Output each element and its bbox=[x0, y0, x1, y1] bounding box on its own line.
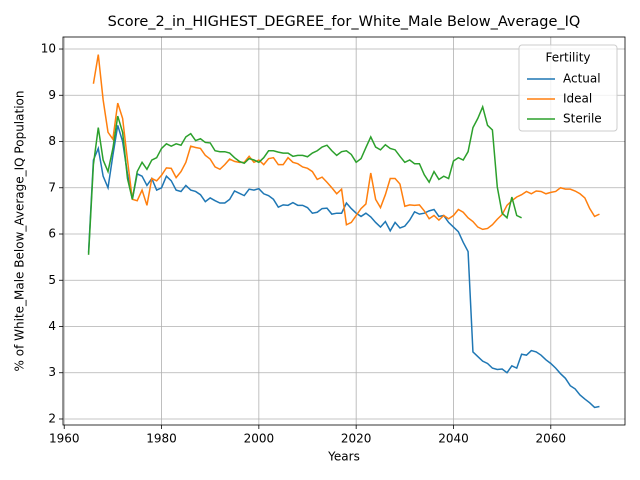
x-tick-label: 2020 bbox=[341, 432, 372, 446]
legend-label: Actual bbox=[563, 72, 601, 86]
legend-label: Sterile bbox=[563, 112, 602, 126]
y-tick-label: 2 bbox=[48, 411, 56, 425]
y-tick-label: 5 bbox=[48, 273, 56, 287]
y-tick-label: 9 bbox=[48, 88, 56, 102]
x-tick-label: 2060 bbox=[536, 432, 567, 446]
x-tick-label: 2040 bbox=[438, 432, 469, 446]
data-line bbox=[87, 104, 522, 255]
y-tick-label: 6 bbox=[48, 227, 56, 241]
x-tick-label: 1980 bbox=[146, 432, 177, 446]
x-axis-label: Years bbox=[327, 450, 360, 464]
y-tick-label: 4 bbox=[48, 319, 56, 333]
chart-title: Score_2_in_HIGHEST_DEGREE_for_White_Male… bbox=[108, 14, 581, 30]
y-tick-label: 3 bbox=[48, 365, 56, 379]
plot-frame bbox=[62, 36, 626, 426]
legend-label: Ideal bbox=[563, 92, 592, 106]
x-tick-label: 2000 bbox=[244, 432, 275, 446]
y-axis-label: % of White_Male Below_Average_IQ Populat… bbox=[13, 91, 27, 372]
y-tick-label: 10 bbox=[41, 42, 56, 56]
legend-title: Fertility bbox=[545, 51, 590, 65]
legend-box bbox=[518, 44, 618, 132]
y-tick-label: 7 bbox=[48, 180, 56, 194]
data-line bbox=[92, 54, 600, 231]
y-tick-label: 8 bbox=[48, 134, 56, 148]
x-tick-label: 1960 bbox=[49, 432, 80, 446]
data-line bbox=[87, 125, 600, 409]
